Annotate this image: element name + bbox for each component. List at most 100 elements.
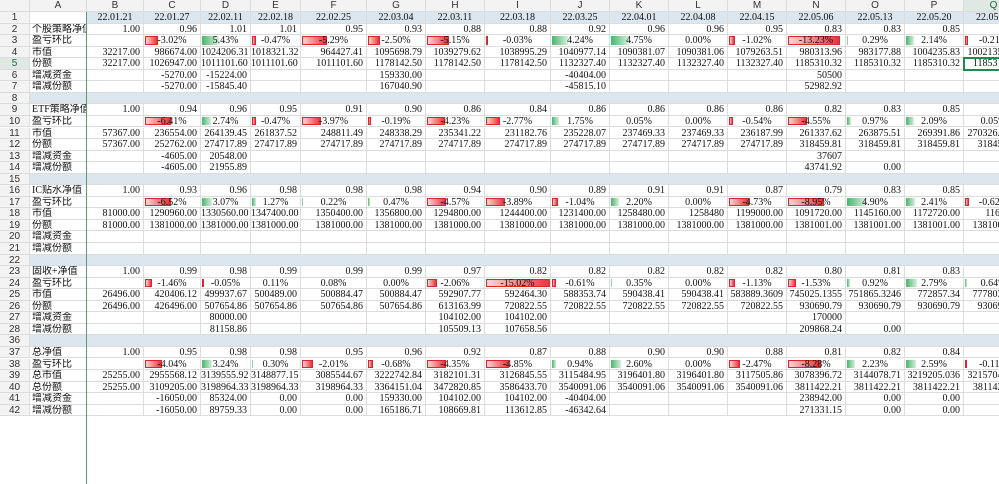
row-header-22[interactable]: 22 [0,254,30,267]
data-cell[interactable]: -4.23% [426,115,485,128]
data-cell[interactable]: 3198964.33 [251,381,301,394]
data-cell[interactable]: -2.77% [485,115,551,128]
row-header-40[interactable]: 40 [0,381,30,394]
data-cell[interactable]: -4.57% [426,196,485,209]
data-cell[interactable]: 0.22% [301,196,367,209]
data-cell[interactable]: -6.41% [144,115,201,128]
data-cell[interactable]: 2.60% [610,358,669,371]
data-cell[interactable]: 3182101.31 [426,370,485,382]
data-cell[interactable]: 3148877.15 [251,370,301,382]
data-cell[interactable] [728,323,787,336]
data-cell[interactable]: 0.64% [964,278,999,290]
data-cell[interactable]: 1381001.00 [787,219,846,232]
column-header-p[interactable]: P [905,0,964,12]
data-cell[interactable]: 0.00% [669,277,728,290]
data-cell[interactable]: 26496.00 [87,300,144,313]
data-cell[interactable]: 22.02.18 [251,12,301,24]
data-cell[interactable]: 3540091.06 [728,381,787,394]
data-cell[interactable]: -4605.00 [144,150,201,163]
data-cell[interactable]: 3198964.33 [201,381,251,394]
data-cell[interactable] [669,162,728,174]
data-cell[interactable] [144,231,201,243]
data-cell[interactable]: 22.03.18 [485,12,551,24]
data-cell[interactable]: -15845.40 [201,81,251,93]
row-label[interactable]: 总份额 [30,381,87,394]
data-cell[interactable]: 104102.00 [426,312,485,324]
data-cell[interactable]: -1.04% [551,196,610,209]
data-cell[interactable]: 983177.88 [846,46,905,59]
data-cell[interactable]: 0.85 [905,23,964,36]
data-cell[interactable]: 1.00 [87,185,144,197]
data-cell[interactable]: 104102.00 [485,393,551,405]
data-cell[interactable]: 0.99 [301,266,367,278]
data-cell[interactable]: 1258480.00 [610,208,669,220]
data-cell[interactable]: 274717.89 [301,139,367,151]
data-cell[interactable]: -0.54% [728,115,787,128]
data-cell[interactable]: 1381000.00 [144,219,201,232]
row-header-36[interactable]: 36 [0,335,30,347]
data-cell[interactable]: -40404.00 [551,393,610,405]
data-cell[interactable]: 0.00 [846,162,905,174]
data-cell[interactable]: 274717.89 [201,139,251,151]
data-cell[interactable] [728,312,787,324]
data-cell[interactable]: 0.00 [905,393,964,405]
data-cell[interactable]: 236187.99 [728,127,787,140]
data-cell[interactable] [787,231,846,243]
data-cell[interactable]: 113612.85 [485,404,551,417]
row-header-11[interactable]: 11 [0,127,30,140]
data-cell[interactable]: -0.62% [964,197,999,209]
data-cell[interactable] [426,231,485,243]
data-cell[interactable]: 22.05.06 [787,12,846,24]
data-cell[interactable] [964,312,999,324]
data-cell[interactable]: 25255.00 [87,370,144,382]
data-cell[interactable]: 0.96 [144,23,201,36]
data-cell[interactable]: 3078396.72 [787,370,846,382]
data-cell[interactable]: 1132327.40 [669,58,728,70]
data-cell[interactable] [426,81,485,93]
data-cell[interactable]: 500884.47 [367,289,426,301]
data-cell[interactable]: 986674.00 [144,46,201,59]
data-cell[interactable]: 274717.89 [669,139,728,151]
data-cell[interactable]: 1090381.07 [610,46,669,59]
data-cell[interactable] [728,162,787,174]
data-cell[interactable]: 0.00 [251,404,301,417]
data-cell[interactable]: 274717.89 [367,139,426,151]
data-cell[interactable]: 159330.00 [367,393,426,405]
data-cell[interactable]: 0.88 [485,23,551,36]
row-header-1[interactable]: 1 [0,12,30,24]
data-cell[interactable] [367,243,426,255]
data-cell[interactable] [846,69,905,82]
column-header-m[interactable]: M [728,0,787,12]
data-cell[interactable]: 0.95 [301,23,367,36]
row-label[interactable]: 增减资金 [30,150,87,163]
data-cell[interactable]: 720822.55 [669,300,728,313]
data-cell[interactable] [669,231,728,243]
data-cell[interactable]: 0.00 [301,404,367,417]
data-cell[interactable] [301,81,367,93]
data-cell[interactable]: -6.52% [144,196,201,209]
row-header-15[interactable]: 15 [0,173,30,186]
data-cell[interactable]: 170000 [787,312,846,324]
data-cell[interactable]: 3117505.86 [728,370,787,382]
data-cell[interactable]: 1079263.51 [728,46,787,59]
data-cell[interactable]: 3540091.06 [610,381,669,394]
data-cell[interactable]: 0.00% [669,115,728,128]
data-cell[interactable]: 1356800.00 [367,208,426,220]
row-header-4[interactable]: 4 [0,46,30,59]
row-label[interactable]: 增减份额 [30,81,87,93]
data-cell[interactable]: 0.82 [551,266,610,278]
data-cell[interactable] [846,231,905,243]
row-label[interactable]: 盈亏环比 [30,196,87,209]
data-cell[interactable]: -5.15% [426,35,485,47]
data-cell[interactable] [144,312,201,324]
data-cell[interactable]: -8.28% [787,358,846,371]
data-cell[interactable] [301,243,367,255]
column-header-i[interactable]: I [485,0,551,12]
data-cell[interactable]: 0.86 [551,104,610,116]
data-cell[interactable]: 1381001.00 [964,220,999,232]
data-cell[interactable]: 0.90 [485,185,551,197]
data-cell[interactable]: 1.00 [87,104,144,116]
row-label[interactable]: 增减份额 [30,323,87,336]
data-cell[interactable] [964,151,999,163]
data-cell[interactable]: 1026947.00 [144,58,201,70]
